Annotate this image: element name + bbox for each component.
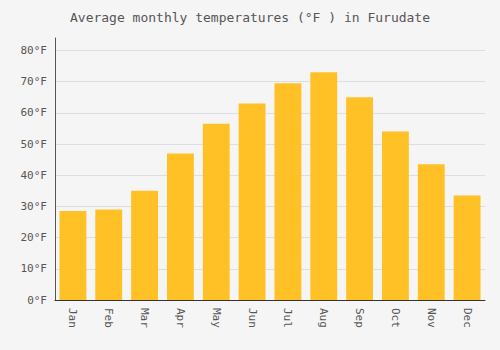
- svg-text:60°F: 60°F: [21, 106, 48, 119]
- svg-text:10°F: 10°F: [21, 262, 48, 275]
- svg-text:Apr: Apr: [174, 308, 187, 328]
- svg-text:Jul: Jul: [281, 308, 294, 328]
- svg-text:May: May: [210, 308, 223, 328]
- svg-text:70°F: 70°F: [21, 75, 48, 88]
- svg-text:Mar: Mar: [138, 308, 151, 328]
- svg-text:40°F: 40°F: [21, 169, 48, 182]
- svg-text:30°F: 30°F: [21, 200, 48, 213]
- svg-text:Dec: Dec: [461, 308, 474, 328]
- svg-text:Sep: Sep: [353, 308, 366, 328]
- svg-text:0°F: 0°F: [27, 294, 47, 307]
- svg-text:Average monthly temperatures (: Average monthly temperatures (°F ) in Fu…: [70, 10, 430, 25]
- svg-text:Feb: Feb: [102, 308, 115, 328]
- svg-text:Oct: Oct: [389, 308, 402, 328]
- svg-text:80°F: 80°F: [21, 44, 48, 57]
- svg-text:20°F: 20°F: [21, 231, 48, 244]
- svg-text:50°F: 50°F: [21, 138, 48, 151]
- svg-text:Nov: Nov: [425, 308, 438, 328]
- svg-text:Jan: Jan: [66, 308, 79, 328]
- svg-text:Aug: Aug: [317, 308, 330, 328]
- svg-text:Jun: Jun: [246, 308, 259, 328]
